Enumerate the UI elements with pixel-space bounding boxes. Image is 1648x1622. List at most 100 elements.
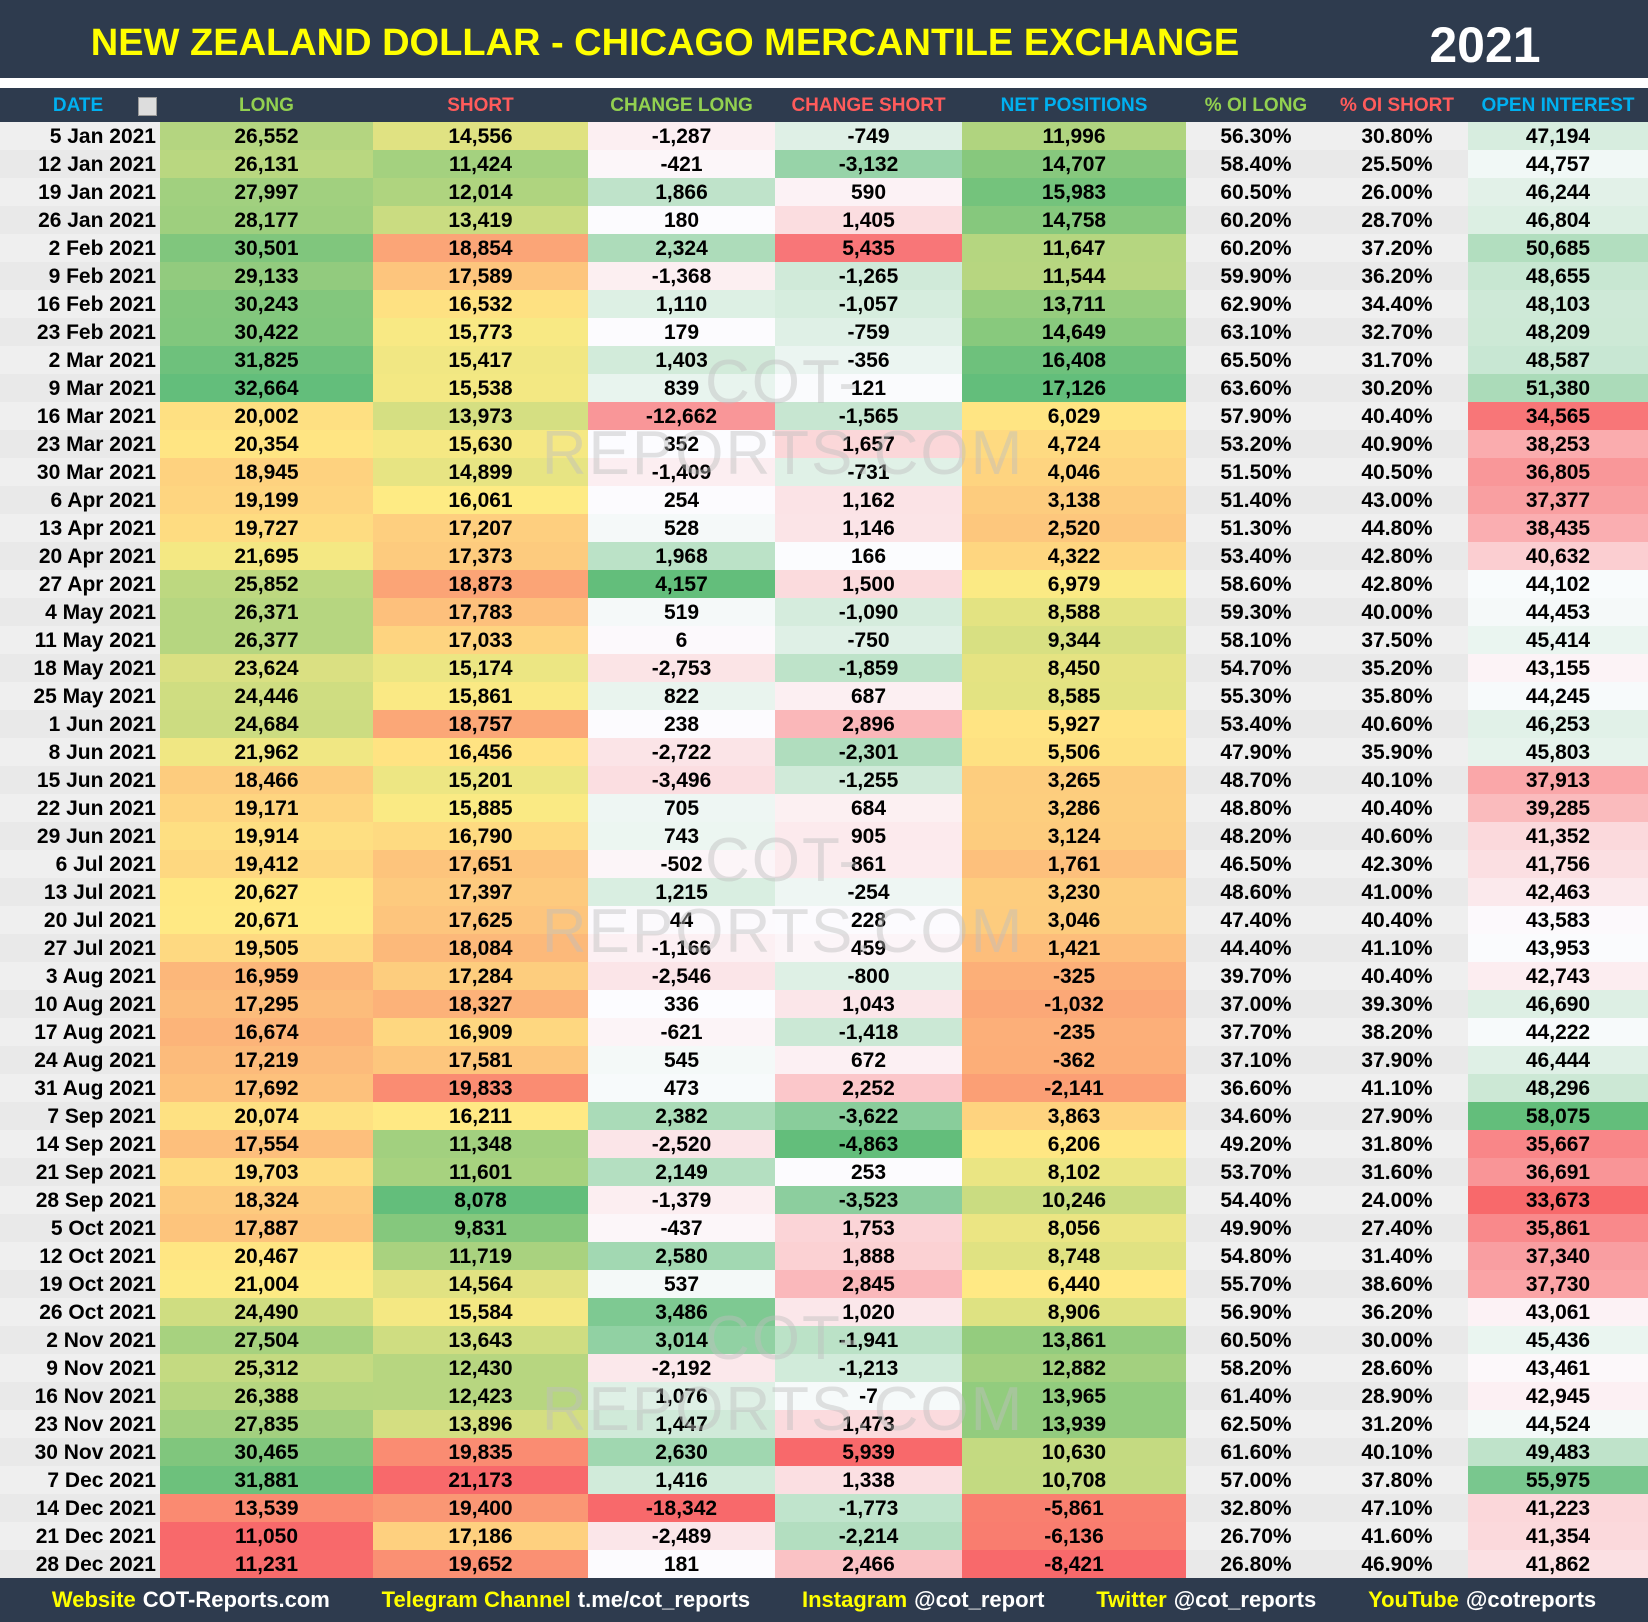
data-cell: 1,421: [962, 934, 1186, 962]
data-cell: 41,862: [1468, 1550, 1648, 1578]
data-cell: 35.20%: [1326, 654, 1468, 682]
data-cell: -1,565: [775, 402, 962, 430]
data-cell: 14,899: [373, 458, 588, 486]
footer-value: t.me/cot_reports: [577, 1587, 751, 1612]
data-cell: 15,538: [373, 374, 588, 402]
data-cell: 26,552: [160, 122, 373, 150]
date-cell: 1 Jun 2021: [0, 710, 160, 738]
data-cell: 545: [588, 1046, 775, 1074]
data-cell: 57.00%: [1186, 1466, 1326, 1494]
data-cell: 42.80%: [1326, 542, 1468, 570]
data-cell: 14,707: [962, 150, 1186, 178]
data-cell: -502: [588, 850, 775, 878]
data-cell: 36.60%: [1186, 1074, 1326, 1102]
data-cell: 11,544: [962, 262, 1186, 290]
date-cell: 23 Nov 2021: [0, 1410, 160, 1438]
data-cell: 15,861: [373, 682, 588, 710]
data-cell: 590: [775, 178, 962, 206]
data-cell: 14,649: [962, 318, 1186, 346]
data-cell: 26.00%: [1326, 178, 1468, 206]
data-cell: 37.70%: [1186, 1018, 1326, 1046]
data-cell: 19,703: [160, 1158, 373, 1186]
data-cell: 29,133: [160, 262, 373, 290]
footer-link[interactable]: Instagram @cot_report: [802, 1587, 1044, 1613]
footer-link[interactable]: Twitter @cot_reports: [1096, 1587, 1316, 1613]
data-cell: 14,556: [373, 122, 588, 150]
data-cell: 36,691: [1468, 1158, 1648, 1186]
filter-button[interactable]: [138, 97, 157, 116]
data-cell: 37.90%: [1326, 1046, 1468, 1074]
data-cell: 36.20%: [1326, 1298, 1468, 1326]
data-cell: 30,501: [160, 234, 373, 262]
data-cell: -1,418: [775, 1018, 962, 1046]
data-cell: 41,223: [1468, 1494, 1648, 1522]
date-cell: 9 Nov 2021: [0, 1354, 160, 1382]
data-cell: 31.70%: [1326, 346, 1468, 374]
date-cell: 21 Dec 2021: [0, 1522, 160, 1550]
data-cell: -12,662: [588, 402, 775, 430]
data-cell: -1,379: [588, 1186, 775, 1214]
column-header: NET POSITIONS: [1000, 95, 1148, 116]
data-cell: 26,131: [160, 150, 373, 178]
data-cell: 28.60%: [1326, 1354, 1468, 1382]
data-cell: 16,211: [373, 1102, 588, 1130]
data-cell: 46,253: [1468, 710, 1648, 738]
data-cell: 17,887: [160, 1214, 373, 1242]
data-cell: 25,312: [160, 1354, 373, 1382]
data-cell: 16,408: [962, 346, 1186, 374]
data-cell: 24.00%: [1326, 1186, 1468, 1214]
data-cell: 30,422: [160, 318, 373, 346]
data-cell: 39,285: [1468, 794, 1648, 822]
data-cell: 20,627: [160, 878, 373, 906]
data-cell: 50,685: [1468, 234, 1648, 262]
data-cell: 12,014: [373, 178, 588, 206]
data-cell: 2,845: [775, 1270, 962, 1298]
footer-link[interactable]: Website COT-Reports.com: [52, 1587, 330, 1613]
data-cell: 19,400: [373, 1494, 588, 1522]
data-cell: 53.40%: [1186, 710, 1326, 738]
data-cell: 17,295: [160, 990, 373, 1018]
data-cell: 17,589: [373, 262, 588, 290]
data-cell: 44.40%: [1186, 934, 1326, 962]
footer-link[interactable]: Telegram Channel t.me/cot_reports: [382, 1587, 750, 1613]
data-cell: -759: [775, 318, 962, 346]
data-cell: 37.00%: [1186, 990, 1326, 1018]
column-header: CHANGE LONG: [610, 95, 753, 116]
data-cell: 60.50%: [1186, 1326, 1326, 1354]
data-cell: 26,371: [160, 598, 373, 626]
data-cell: 1,753: [775, 1214, 962, 1242]
column-header: DATE: [52, 95, 104, 116]
date-cell: 2 Nov 2021: [0, 1326, 160, 1354]
data-cell: 13,711: [962, 290, 1186, 318]
data-cell: 17,581: [373, 1046, 588, 1074]
date-cell: 16 Feb 2021: [0, 290, 160, 318]
data-cell: 1,043: [775, 990, 962, 1018]
footer: Website COT-Reports.com Telegram Channel t.…: [0, 1578, 1648, 1622]
data-cell: 19,199: [160, 486, 373, 514]
data-cell: 40.10%: [1326, 766, 1468, 794]
data-cell: 1,403: [588, 346, 775, 374]
date-cell: 25 May 2021: [0, 682, 160, 710]
data-cell: 15,174: [373, 654, 588, 682]
data-cell: 42.30%: [1326, 850, 1468, 878]
date-cell: 16 Mar 2021: [0, 402, 160, 430]
data-cell: 17,219: [160, 1046, 373, 1074]
data-cell: 21,004: [160, 1270, 373, 1298]
data-cell: 26.70%: [1186, 1522, 1326, 1550]
data-cell: 42.80%: [1326, 570, 1468, 598]
data-cell: 38.60%: [1326, 1270, 1468, 1298]
data-cell: 27.90%: [1326, 1102, 1468, 1130]
footer-link[interactable]: YouTube @cotreports: [1368, 1587, 1596, 1613]
data-cell: 53.20%: [1186, 430, 1326, 458]
data-cell: 37.50%: [1326, 626, 1468, 654]
data-cell: 37.80%: [1326, 1466, 1468, 1494]
data-cell: 3,486: [588, 1298, 775, 1326]
footer-label: YouTube: [1368, 1587, 1459, 1612]
data-cell: 40,632: [1468, 542, 1648, 570]
data-cell: 2,630: [588, 1438, 775, 1466]
date-cell: 23 Feb 2021: [0, 318, 160, 346]
data-cell: 15,773: [373, 318, 588, 346]
data-cell: 54.70%: [1186, 654, 1326, 682]
data-cell: 20,002: [160, 402, 373, 430]
data-cell: 32,664: [160, 374, 373, 402]
